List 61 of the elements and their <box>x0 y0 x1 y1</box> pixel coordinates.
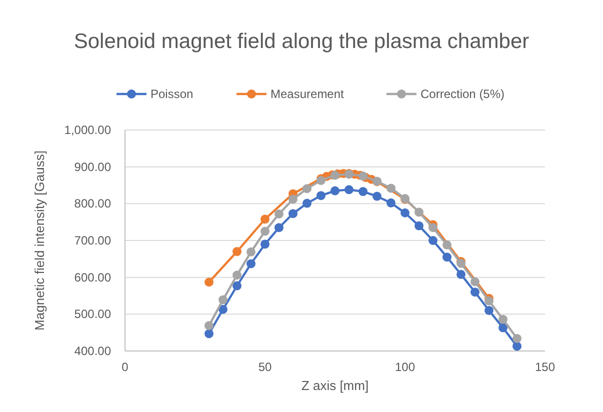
y-tick-label: 400.00 <box>74 344 112 358</box>
point <box>470 277 480 286</box>
point <box>218 304 228 314</box>
point <box>274 209 284 218</box>
y-axis-title: Magnetic field intensity [Gauss] <box>32 150 47 330</box>
x-tick-label: 100 <box>394 360 416 374</box>
point <box>358 172 368 181</box>
point <box>400 208 410 218</box>
legend-label: Correction (5%) <box>420 87 505 101</box>
point <box>302 184 312 194</box>
point <box>316 191 326 200</box>
y-tick-label: 1,000.00 <box>64 123 112 137</box>
point <box>372 192 382 201</box>
point <box>386 198 396 208</box>
point <box>498 323 508 332</box>
point <box>260 214 270 224</box>
y-tick-label: 700.00 <box>74 234 112 248</box>
point <box>456 270 466 279</box>
point <box>204 278 214 287</box>
y-tick-label: 900.00 <box>74 160 112 174</box>
point <box>246 259 256 268</box>
point <box>484 296 494 306</box>
point <box>512 342 522 351</box>
point <box>358 187 368 196</box>
y-tick-label: 600.00 <box>74 270 112 284</box>
point <box>470 288 480 297</box>
chart-title: Solenoid magnet field along the plasma chamber <box>74 30 530 53</box>
x-axis-title: Z axis [mm] <box>301 378 369 393</box>
point <box>274 223 284 232</box>
point <box>246 247 256 256</box>
y-tick-label: 500.00 <box>74 307 112 322</box>
point <box>344 185 354 194</box>
point <box>428 236 438 245</box>
point <box>414 221 424 230</box>
point <box>512 334 522 343</box>
point <box>288 194 298 204</box>
point <box>330 170 340 180</box>
x-tick-label: 150 <box>534 360 556 374</box>
point <box>288 209 298 218</box>
point <box>428 223 438 232</box>
point <box>218 295 228 304</box>
point <box>386 184 396 193</box>
point <box>498 314 508 324</box>
point <box>484 306 494 315</box>
point <box>442 252 452 262</box>
point <box>232 281 242 290</box>
point <box>260 240 270 249</box>
point <box>330 186 340 196</box>
x-tick-label: 50 <box>258 360 272 374</box>
point <box>232 270 242 280</box>
point <box>232 247 242 256</box>
y-tick-label: 800.00 <box>74 196 112 211</box>
point <box>260 226 270 236</box>
point <box>414 208 424 217</box>
point <box>442 240 452 250</box>
x-tick-label: 0 <box>122 360 129 374</box>
legend-label: Measurement <box>270 87 345 101</box>
point <box>204 321 214 330</box>
point <box>302 198 312 208</box>
point <box>204 329 214 338</box>
legend-label: Poisson <box>150 87 194 101</box>
